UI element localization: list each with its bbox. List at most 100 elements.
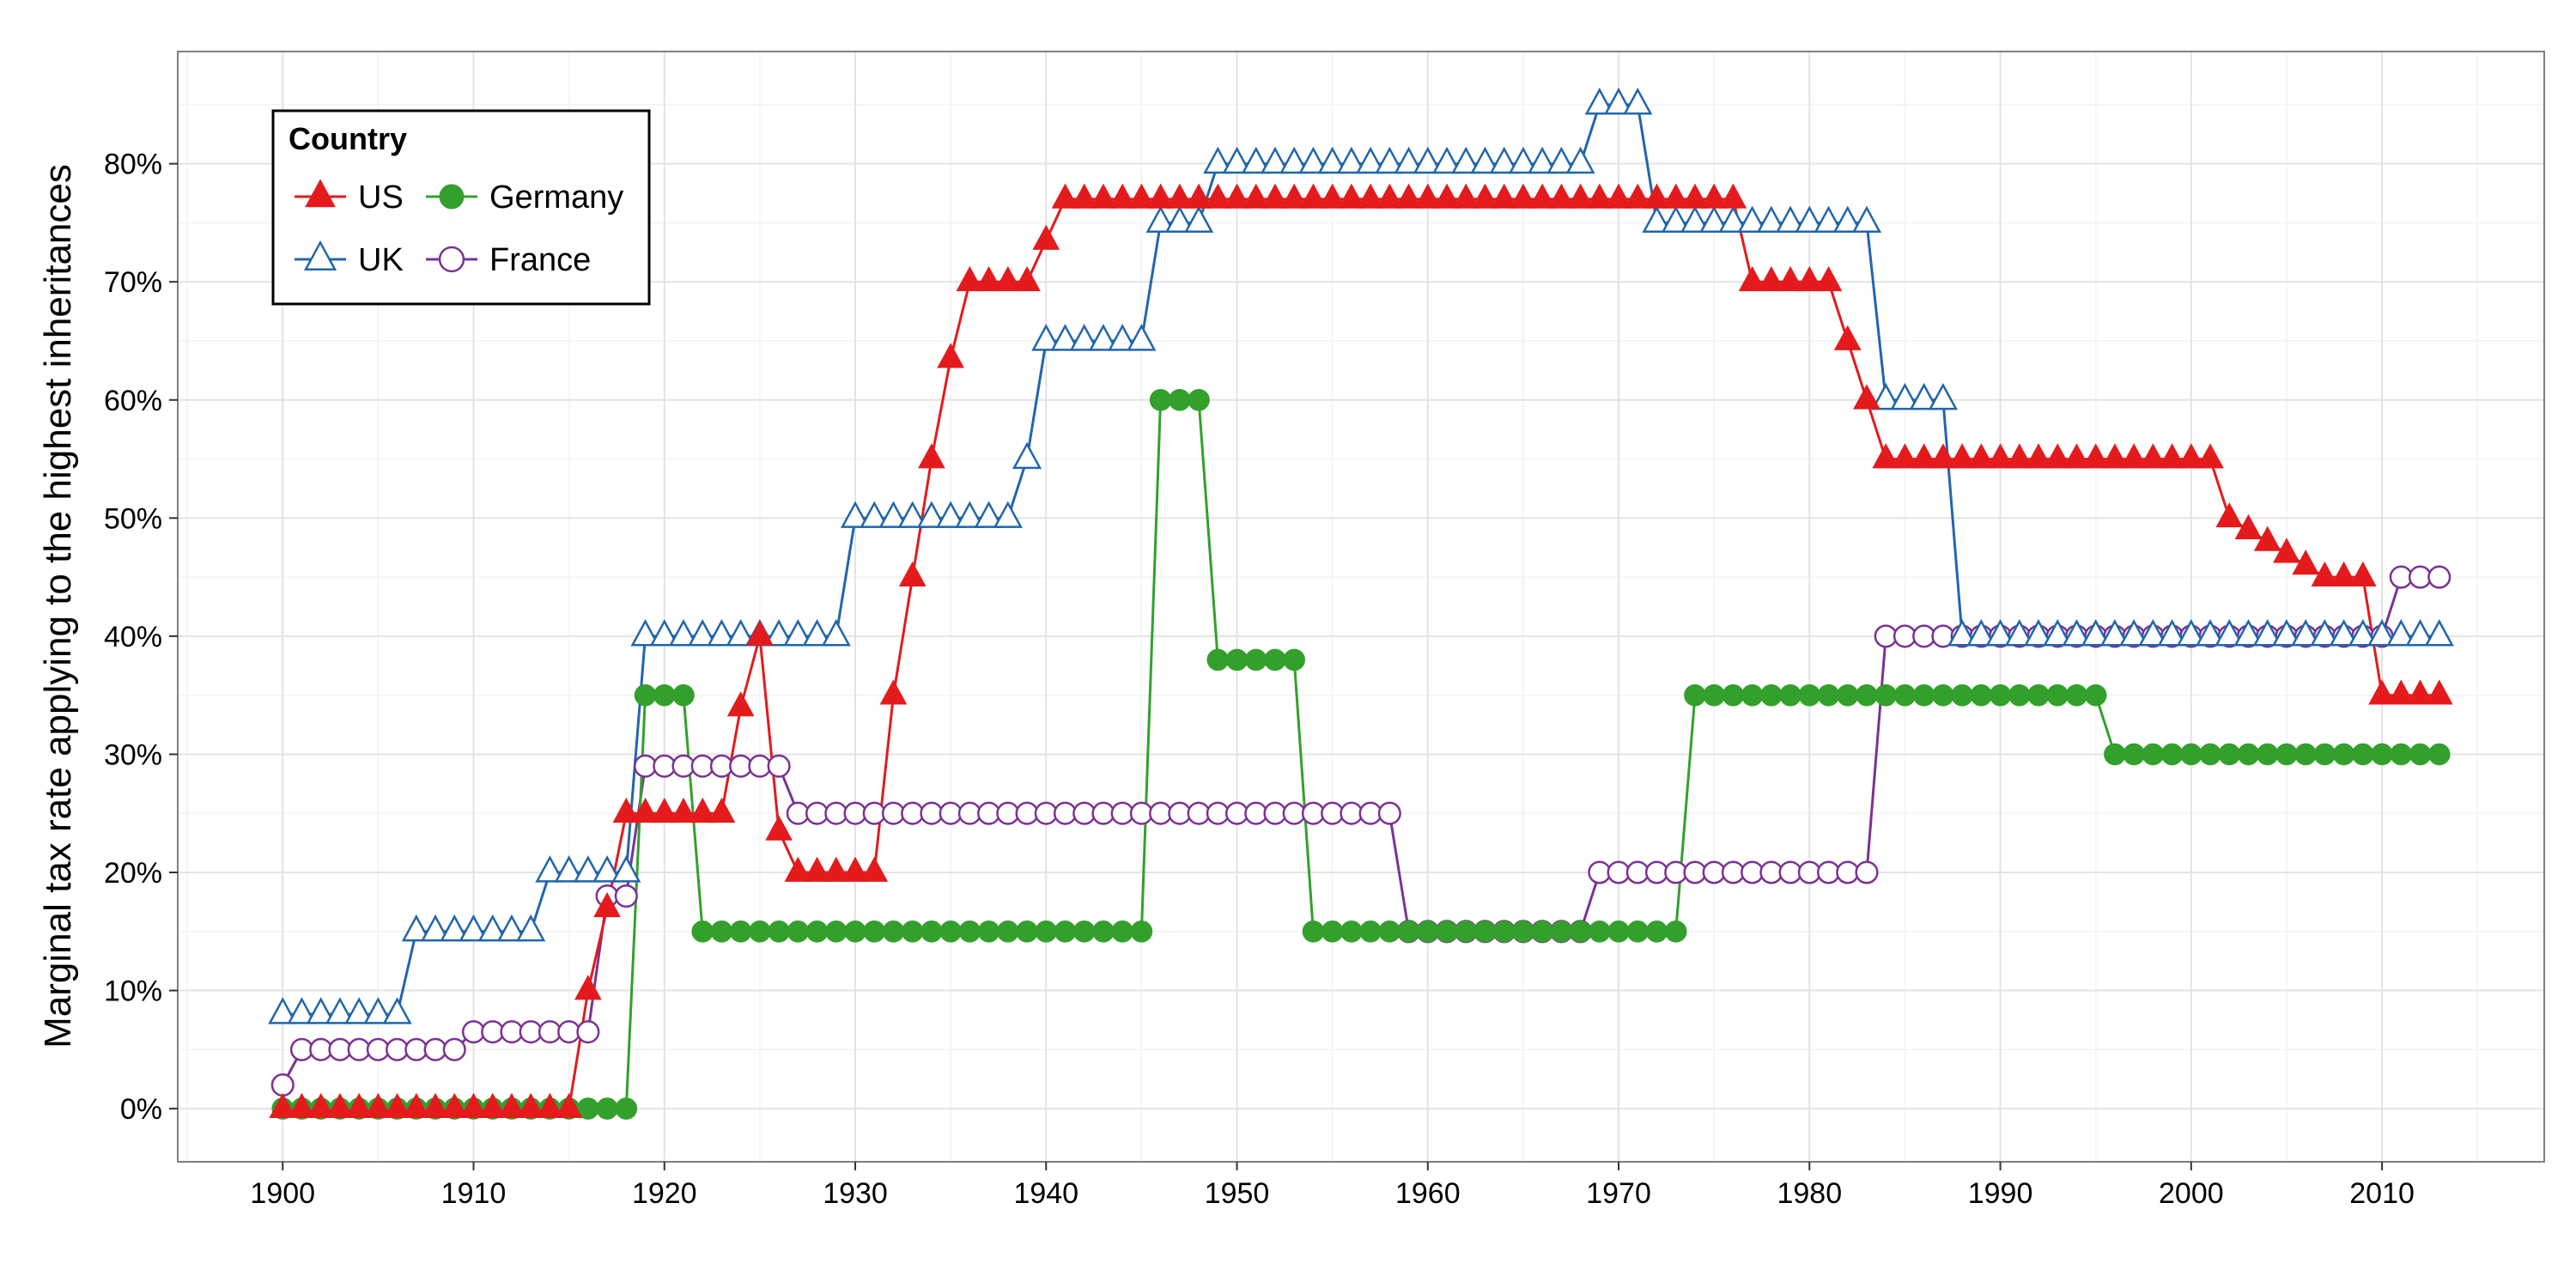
data-point-us [1090,183,1117,209]
y-tick-label: 80% [104,149,162,181]
data-point-us [631,797,659,823]
data-point-us [345,1092,373,1118]
x-tick-label: 1980 [1777,1177,1842,1210]
data-point-germany [2123,743,2145,766]
data-point-uk [1317,146,1347,174]
data-point-us [1376,183,1404,209]
data-point-uk [840,501,871,528]
data-point-uk [764,619,794,647]
data-point-us [746,620,774,646]
data-point-uk [1814,205,1844,234]
data-point-france [1244,801,1268,825]
data-point-germany [805,920,829,943]
data-point-germany [1589,920,1611,943]
data-point-uk [1851,205,1882,234]
data-point-us [1643,183,1671,209]
data-point-germany [1951,683,1973,707]
data-point-germany [710,920,733,943]
data-point-us [2005,443,2033,469]
data-point-uk [2271,619,2302,647]
data-point-us [1413,183,1442,209]
data-point-france [1816,860,1841,884]
data-point-germany [997,920,1019,943]
data-point-uk [401,914,431,942]
data-point-france [1263,801,1287,825]
data-point-uk [1203,146,1233,174]
data-point-us [822,856,850,882]
data-point-us [2196,443,2224,469]
data-point-france [1053,801,1078,825]
data-point-uk [1489,146,1519,174]
data-point-uk [1145,205,1176,234]
data-point-france [328,1037,352,1061]
data-point-us [1872,443,1900,469]
data-point-france [1187,801,1211,825]
y-tick-label: 10% [104,975,162,1008]
data-point-france [957,801,981,825]
data-point-uk [1375,146,1405,174]
data-point-uk [1108,324,1138,351]
data-point-us [1510,183,1537,209]
legend-key-marker-germany [439,184,465,210]
data-point-us [269,1092,297,1118]
data-point-us [975,265,1003,292]
data-point-uk [2386,619,2416,647]
data-point-us [2406,679,2434,705]
data-point-germany [1244,648,1267,671]
y-tick-label: 40% [104,621,162,653]
data-point-germany [1054,920,1077,943]
data-point-uk [459,914,489,942]
data-point-france [386,1037,410,1061]
data-point-uk [2252,619,2282,647]
data-point-germany [1359,920,1382,943]
data-point-uk [1164,205,1194,234]
x-tick-label: 1960 [1395,1177,1461,1210]
data-point-uk [1298,146,1328,174]
data-point-germany [2084,683,2107,707]
data-point-uk [1947,619,1978,647]
data-point-us [1223,183,1251,209]
data-point-uk [1451,146,1481,174]
y-tick-label: 30% [104,738,162,771]
data-point-us [689,797,717,823]
data-point-uk [1546,146,1577,174]
data-point-france [748,754,772,778]
data-point-uk [630,619,660,647]
data-point-germany [1455,920,1478,943]
x-tick-label: 1950 [1205,1177,1270,1210]
data-point-uk [592,855,623,883]
data-point-uk [1985,619,2015,647]
data-point-uk [1718,205,1748,234]
legend-key-marker-france [438,246,465,273]
legend-key-marker-us [305,179,336,208]
data-point-germany [1283,648,1306,671]
data-point-france [1282,801,1306,825]
data-point-us [2081,443,2110,469]
data-point-us [1013,265,1041,292]
data-point-us [1624,183,1652,209]
data-point-france [939,801,963,825]
data-point-germany [1092,920,1115,943]
data-point-us [841,856,869,882]
data-point-france [767,754,791,778]
data-point-us [993,265,1022,292]
y-axis: 0% 10% 20% 30% 40% 50% 60% 70% 80% [104,149,178,1126]
data-point-us [2234,513,2263,539]
data-point-france [1855,860,1879,884]
data-point-uk [726,619,756,647]
data-point-us [2177,443,2205,469]
series-markers-us [269,183,2453,1118]
data-point-us [612,797,641,823]
data-point-us [1146,183,1175,209]
data-point-uk [1890,382,1920,410]
data-point-uk [821,619,851,647]
data-point-germany [1492,920,1516,943]
data-point-germany [1684,683,1706,707]
data-point-germany [1206,648,1230,671]
x-tick-label: 2000 [2159,1177,2224,1210]
data-point-us [2253,526,2281,551]
data-point-uk [878,501,908,528]
data-point-germany [1130,920,1153,943]
data-point-germany [2332,743,2355,766]
data-point-uk [1356,146,1386,174]
